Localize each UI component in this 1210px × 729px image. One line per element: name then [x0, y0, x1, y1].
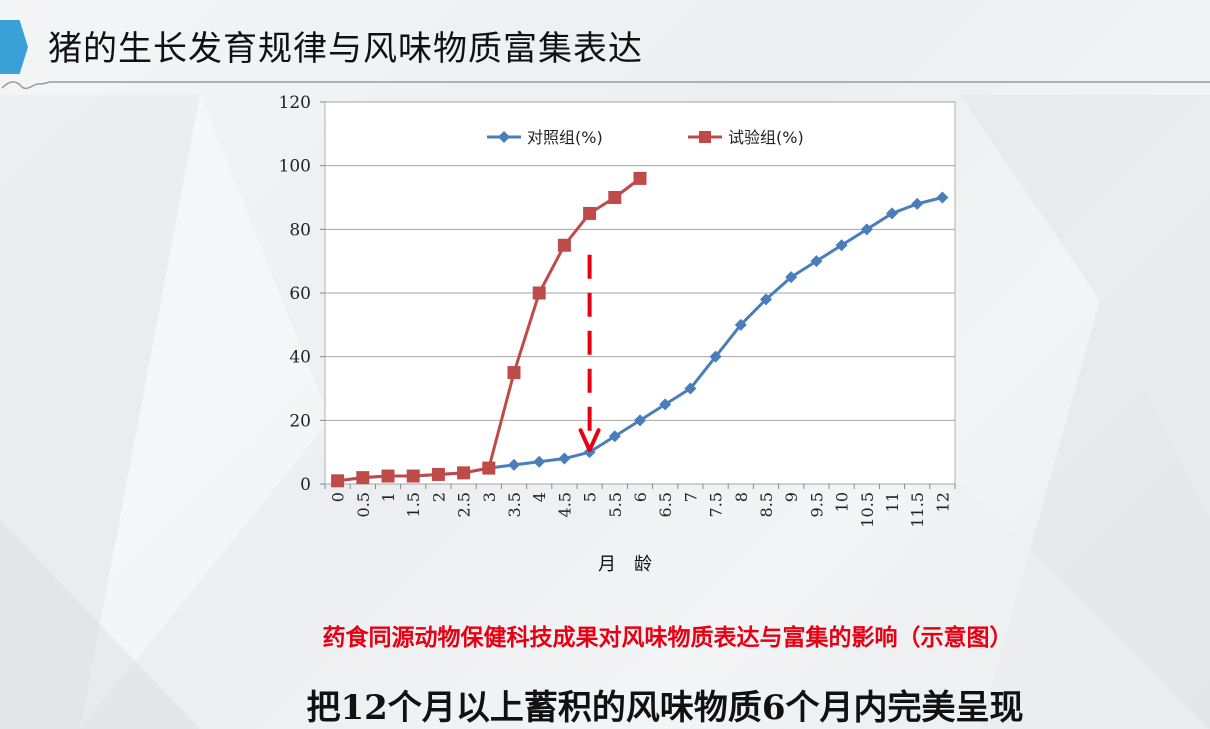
- x-tick-label: 12: [933, 492, 952, 512]
- x-tick-label: 3: [480, 492, 499, 502]
- x-tick-label: 8: [732, 492, 751, 502]
- y-tick-label: 80: [289, 220, 311, 240]
- x-tick-label: 4: [530, 492, 549, 502]
- data-point-diamond: [684, 382, 697, 395]
- legend-marker-diamond: [498, 131, 510, 143]
- data-point-diamond: [734, 318, 747, 331]
- legend-marker-square: [699, 131, 711, 143]
- slide-title: 猪的生长发育规律与风味物质富集表达: [48, 29, 643, 69]
- legend-label-2: 试验组(%): [728, 128, 804, 147]
- x-tick-label: 5: [581, 492, 600, 502]
- data-point-square: [532, 286, 546, 300]
- data-point-diamond: [634, 414, 646, 427]
- x-tick-label: 8.5: [757, 492, 776, 517]
- x-tick-label: 2: [429, 492, 448, 502]
- data-point-diamond: [608, 430, 621, 443]
- data-point-square: [457, 466, 471, 480]
- data-point-diamond: [860, 223, 873, 236]
- title-divider: [1, 81, 1210, 90]
- data-point-square: [608, 191, 622, 204]
- data-point-square: [431, 467, 445, 481]
- x-tick-label: 3.5: [505, 492, 524, 517]
- data-point-diamond: [785, 271, 798, 284]
- data-point-diamond: [760, 293, 772, 306]
- data-point-square: [331, 474, 345, 488]
- x-tick-label: 1: [379, 492, 398, 502]
- y-tick-label: 20: [289, 411, 311, 431]
- x-tick-label: 0.5: [354, 492, 373, 517]
- x-tick-label: 11: [883, 492, 902, 512]
- x-tick-label: 7: [681, 492, 700, 502]
- data-point-diamond: [835, 239, 848, 252]
- annotation-arrowhead: [578, 428, 601, 453]
- data-point-diamond: [936, 191, 949, 204]
- data-point-diamond: [886, 207, 898, 220]
- data-point-diamond: [659, 398, 672, 411]
- data-point-square: [406, 469, 420, 483]
- chart-caption: 药食同源动物保健科技成果对风味物质表达与富集的影响（示意图）: [322, 625, 1013, 651]
- y-tick-label: 40: [289, 348, 311, 368]
- x-tick-label: 2.5: [455, 492, 474, 517]
- data-point-square: [482, 461, 496, 475]
- x-tick-label: 10: [833, 492, 852, 512]
- y-tick-label: 100: [279, 157, 311, 177]
- x-tick-label: 9: [782, 492, 801, 502]
- x-tick-label: 6: [631, 492, 650, 502]
- data-point-diamond: [583, 446, 596, 459]
- data-point-square: [381, 469, 395, 483]
- y-tick-label: 60: [289, 284, 311, 304]
- x-tick-label: 9.5: [807, 492, 826, 517]
- x-tick-label: 10.5: [858, 492, 877, 528]
- data-point-square: [557, 238, 571, 252]
- data-point-diamond: [709, 350, 722, 363]
- data-point-square: [633, 171, 647, 185]
- slide-conclusion: 把12个月以上蓄积的风味物质6个月内完美呈现: [306, 688, 1024, 728]
- data-point-diamond: [533, 455, 546, 468]
- x-tick-label: 7.5: [707, 492, 726, 517]
- data-point-square: [507, 366, 521, 380]
- x-tick-label: 5.5: [606, 492, 625, 517]
- x-tick-label: 1.5: [404, 492, 423, 517]
- x-tick-label: 4.5: [555, 492, 574, 517]
- x-tick-label: 6.5: [656, 492, 675, 517]
- data-point-diamond: [508, 458, 520, 471]
- legend-label-1: 对照组(%): [527, 128, 603, 147]
- x-tick-label: 0: [329, 492, 348, 502]
- y-tick-label: 0: [300, 475, 311, 495]
- data-point-square: [356, 471, 370, 485]
- x-axis-label: 月 龄: [598, 554, 652, 575]
- data-point-diamond: [810, 255, 823, 268]
- y-tick-label: 120: [279, 93, 311, 113]
- data-point-square: [583, 206, 597, 220]
- data-point-diamond: [558, 452, 571, 465]
- data-point-diamond: [911, 197, 924, 210]
- x-tick-label: 11.5: [908, 492, 927, 528]
